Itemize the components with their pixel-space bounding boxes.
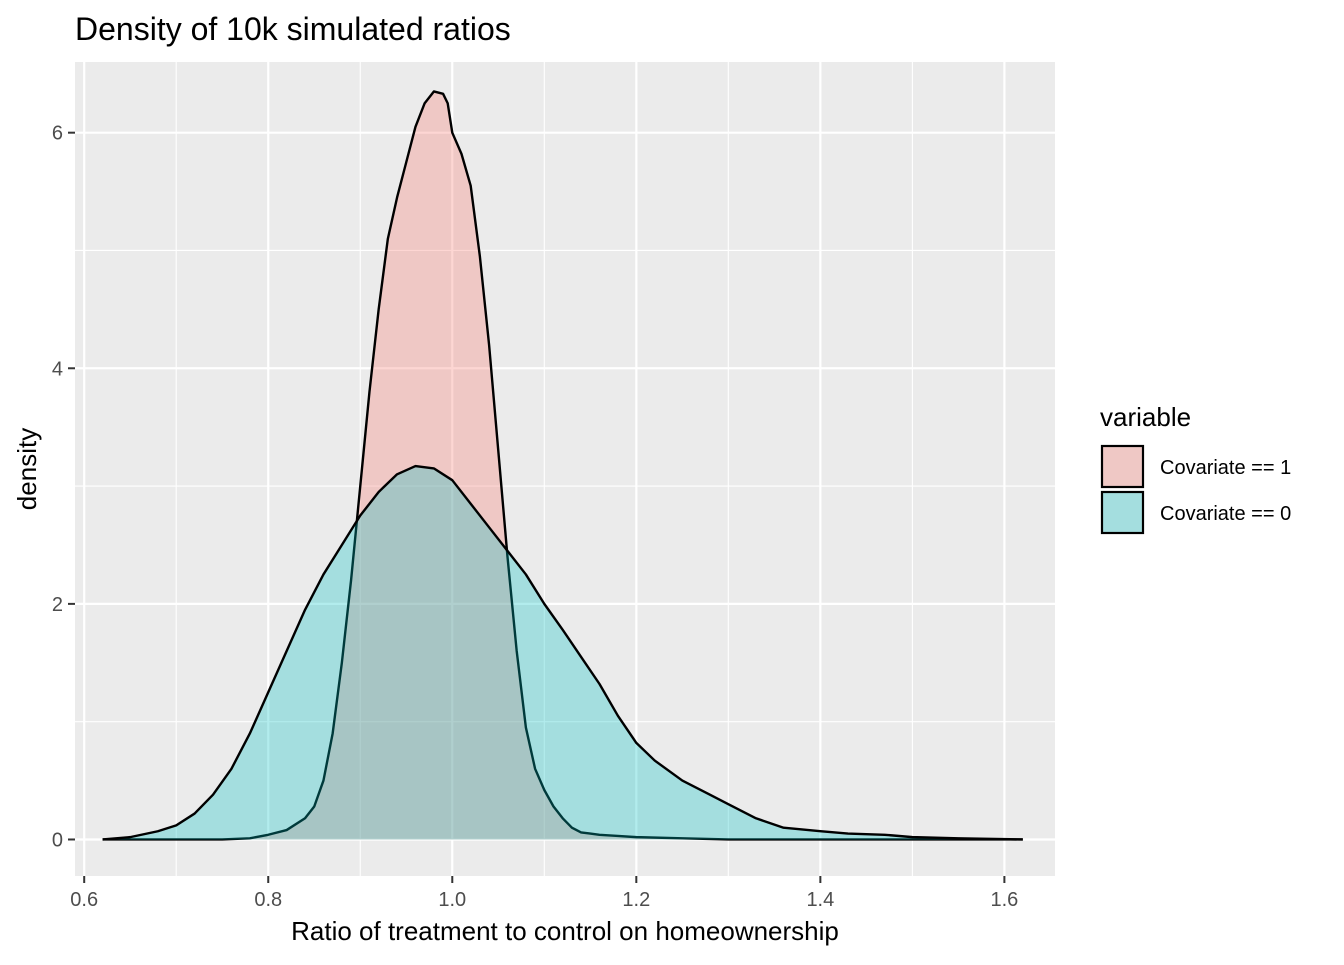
density-line-series-1	[102, 90, 1023, 841]
chart-title: Density of 10k simulated ratios	[75, 11, 511, 47]
density-area-series-2	[102, 466, 1023, 840]
grid-layer	[75, 62, 1055, 876]
density-line-series-2	[102, 464, 1023, 841]
legend: variable Covariate == 1 Covariate == 0	[1100, 402, 1291, 535]
legend-key-bg	[1101, 491, 1144, 534]
x-tick-label: 1.4	[806, 889, 834, 911]
legend-swatch	[1100, 490, 1145, 535]
x-tick-label: 1.0	[438, 889, 466, 911]
y-tick-label: 2	[52, 594, 63, 616]
x-tick-label: 1.2	[622, 889, 650, 911]
x-tick-label: 0.8	[254, 889, 282, 911]
area-layer	[102, 90, 1023, 841]
legend-label: Covariate == 0	[1160, 503, 1291, 525]
x-tick-label: 0.6	[70, 889, 98, 911]
y-tick-label: 0	[52, 829, 63, 851]
x-axis-title: Ratio of treatment to control on homeown…	[291, 916, 839, 946]
legend-title: variable	[1100, 402, 1191, 432]
plot-panel	[75, 62, 1055, 876]
legend-label: Covariate == 1	[1160, 457, 1291, 479]
y-tick-label: 4	[52, 358, 63, 380]
legend-items: Covariate == 1 Covariate == 0	[1100, 444, 1291, 535]
legend-swatch	[1100, 444, 1145, 489]
y-axis-title: density	[12, 428, 42, 510]
x-tick-label: 1.6	[990, 889, 1018, 911]
axis-layer: 0.6 0.8 1.0 1.2 1.4 1.6 0 2 4 6	[52, 123, 1018, 911]
legend-key-bg	[1101, 445, 1144, 488]
y-tick-label: 6	[52, 123, 63, 145]
